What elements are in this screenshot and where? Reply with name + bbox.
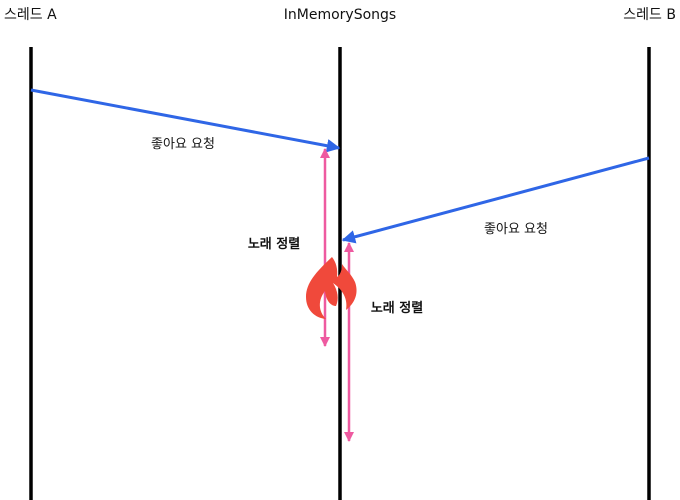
- participant-thread-b: 스레드 B: [623, 7, 676, 23]
- operation-label-b: 노래 정렬: [371, 300, 423, 316]
- message-label-b: 좋아요 요청: [484, 222, 548, 237]
- participant-inmemorysongs: InMemorySongs: [284, 7, 396, 23]
- message-label-a: 좋아요 요청: [151, 137, 215, 152]
- participant-thread-a: 스레드 A: [4, 7, 57, 23]
- operation-label-a: 노래 정렬: [248, 236, 300, 252]
- message-arrow-b-to-shared: [341, 156, 650, 244]
- message-arrow-a-to-shared: [30, 88, 341, 153]
- fire-icon: [306, 257, 357, 319]
